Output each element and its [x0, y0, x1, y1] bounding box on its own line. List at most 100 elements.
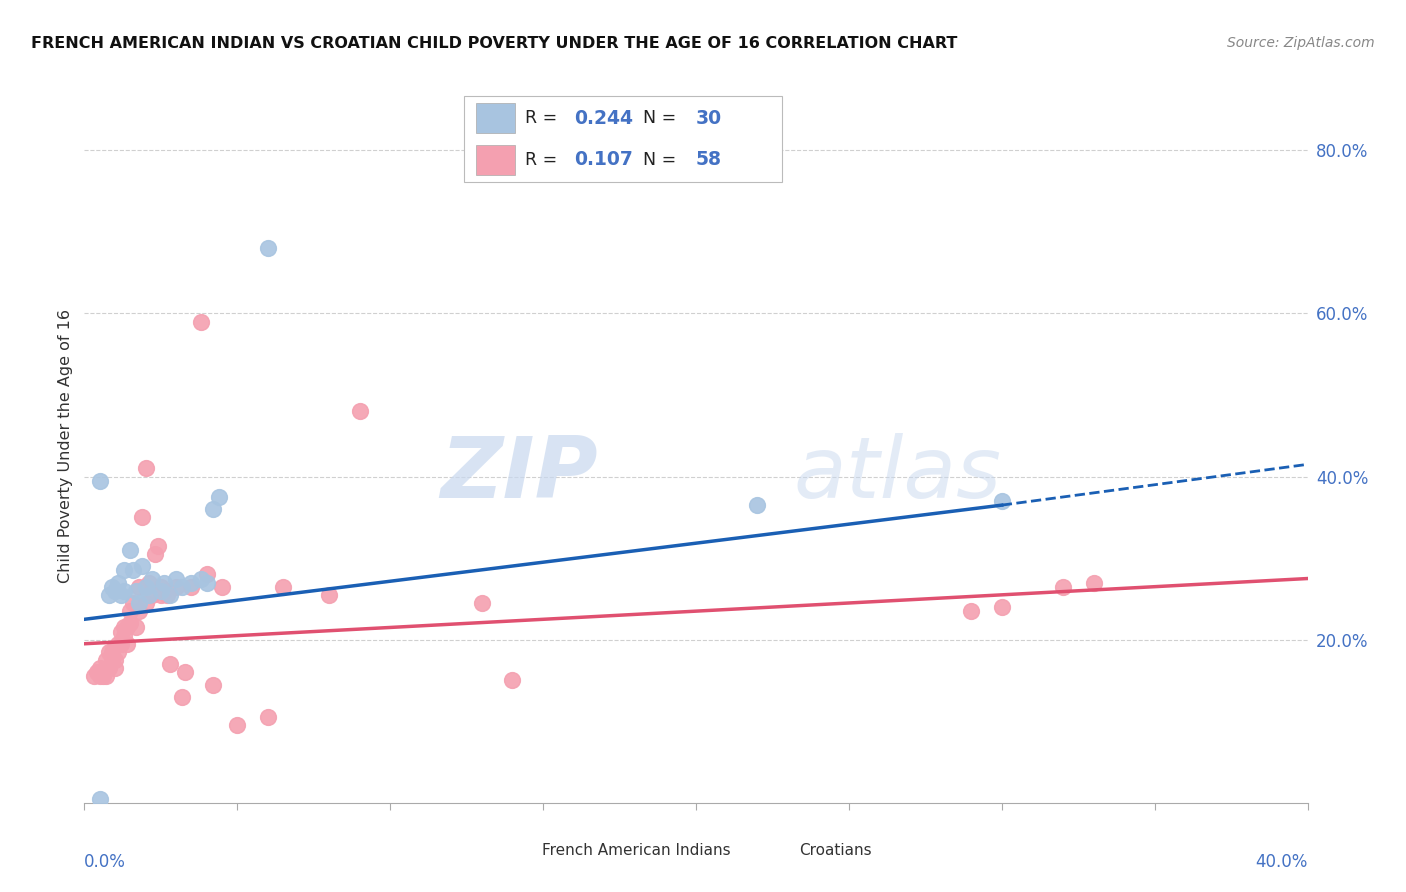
Text: N =: N = [633, 110, 682, 128]
Point [165, 580, 187, 594]
Point [960, 604, 983, 618]
Point [135, 580, 157, 594]
Text: N =: N = [633, 151, 682, 169]
Point [190, 572, 212, 586]
Text: 58: 58 [696, 151, 721, 169]
Point [101, 645, 124, 659]
Point [138, 588, 160, 602]
Point [159, 588, 181, 602]
Text: FRENCH AMERICAN INDIAN VS CROATIAN CHILD POVERTY UNDER THE AGE OF 16 CORRELATION: FRENCH AMERICAN INDIAN VS CROATIAN CHILD… [31, 36, 957, 51]
Point [104, 583, 127, 598]
FancyBboxPatch shape [475, 145, 515, 175]
Text: 0.107: 0.107 [574, 151, 633, 169]
Point [89, 791, 111, 805]
Point [257, 710, 280, 724]
Point [120, 604, 142, 618]
Point [318, 588, 340, 602]
Point [110, 637, 132, 651]
Point [149, 588, 172, 602]
Point [104, 653, 127, 667]
Point [991, 494, 1014, 508]
Point [149, 583, 172, 598]
Point [107, 645, 129, 659]
Point [141, 572, 163, 586]
Point [94, 653, 117, 667]
Point [172, 690, 194, 704]
Point [271, 580, 294, 594]
Point [131, 559, 153, 574]
FancyBboxPatch shape [498, 838, 530, 863]
Point [115, 637, 138, 651]
Point [125, 583, 148, 598]
Point [471, 596, 494, 610]
Point [190, 315, 212, 329]
Point [97, 588, 120, 602]
Point [156, 588, 179, 602]
Point [112, 620, 135, 634]
Point [180, 580, 202, 594]
Point [101, 580, 124, 594]
Text: 40.0%: 40.0% [1256, 853, 1308, 871]
Point [201, 502, 224, 516]
Point [180, 575, 202, 590]
Point [1083, 575, 1105, 590]
Text: French American Indians: French American Indians [541, 843, 731, 858]
Point [201, 677, 224, 691]
Point [107, 575, 129, 590]
Point [115, 620, 138, 634]
Point [174, 665, 197, 680]
Point [211, 580, 233, 594]
Point [120, 543, 142, 558]
Point [153, 575, 176, 590]
Point [97, 661, 120, 675]
Text: 30: 30 [696, 109, 723, 128]
Point [349, 404, 371, 418]
Point [131, 510, 153, 524]
Point [747, 498, 769, 512]
Point [1052, 580, 1074, 594]
Point [141, 588, 163, 602]
Point [135, 596, 157, 610]
Point [112, 629, 135, 643]
Point [122, 596, 145, 610]
Text: Source: ZipAtlas.com: Source: ZipAtlas.com [1227, 36, 1375, 50]
Point [165, 572, 187, 586]
Point [110, 588, 132, 602]
Point [991, 600, 1014, 615]
Point [257, 241, 280, 255]
Point [110, 624, 132, 639]
Point [172, 580, 194, 594]
Point [159, 657, 181, 672]
Point [97, 645, 120, 659]
Point [94, 669, 117, 683]
Point [107, 637, 129, 651]
Point [112, 563, 135, 577]
Text: atlas: atlas [794, 433, 1002, 516]
Point [89, 661, 111, 675]
Point [104, 661, 127, 675]
Point [112, 583, 135, 598]
FancyBboxPatch shape [464, 96, 782, 182]
Y-axis label: Child Poverty Under the Age of 16: Child Poverty Under the Age of 16 [58, 309, 73, 583]
FancyBboxPatch shape [475, 103, 515, 134]
Point [153, 583, 176, 598]
Point [226, 718, 249, 732]
Point [89, 669, 111, 683]
Text: ZIP: ZIP [440, 433, 598, 516]
Text: 0.244: 0.244 [574, 109, 633, 128]
Text: 0.0%: 0.0% [84, 853, 127, 871]
Point [143, 547, 166, 561]
Point [120, 616, 142, 631]
Text: R =: R = [524, 110, 562, 128]
Point [89, 474, 111, 488]
Point [195, 575, 218, 590]
Point [128, 604, 150, 618]
Point [128, 580, 150, 594]
Text: R =: R = [524, 151, 562, 169]
Point [122, 563, 145, 577]
Point [83, 669, 105, 683]
Point [128, 596, 150, 610]
Point [135, 461, 157, 475]
FancyBboxPatch shape [755, 838, 786, 863]
Point [149, 580, 172, 594]
